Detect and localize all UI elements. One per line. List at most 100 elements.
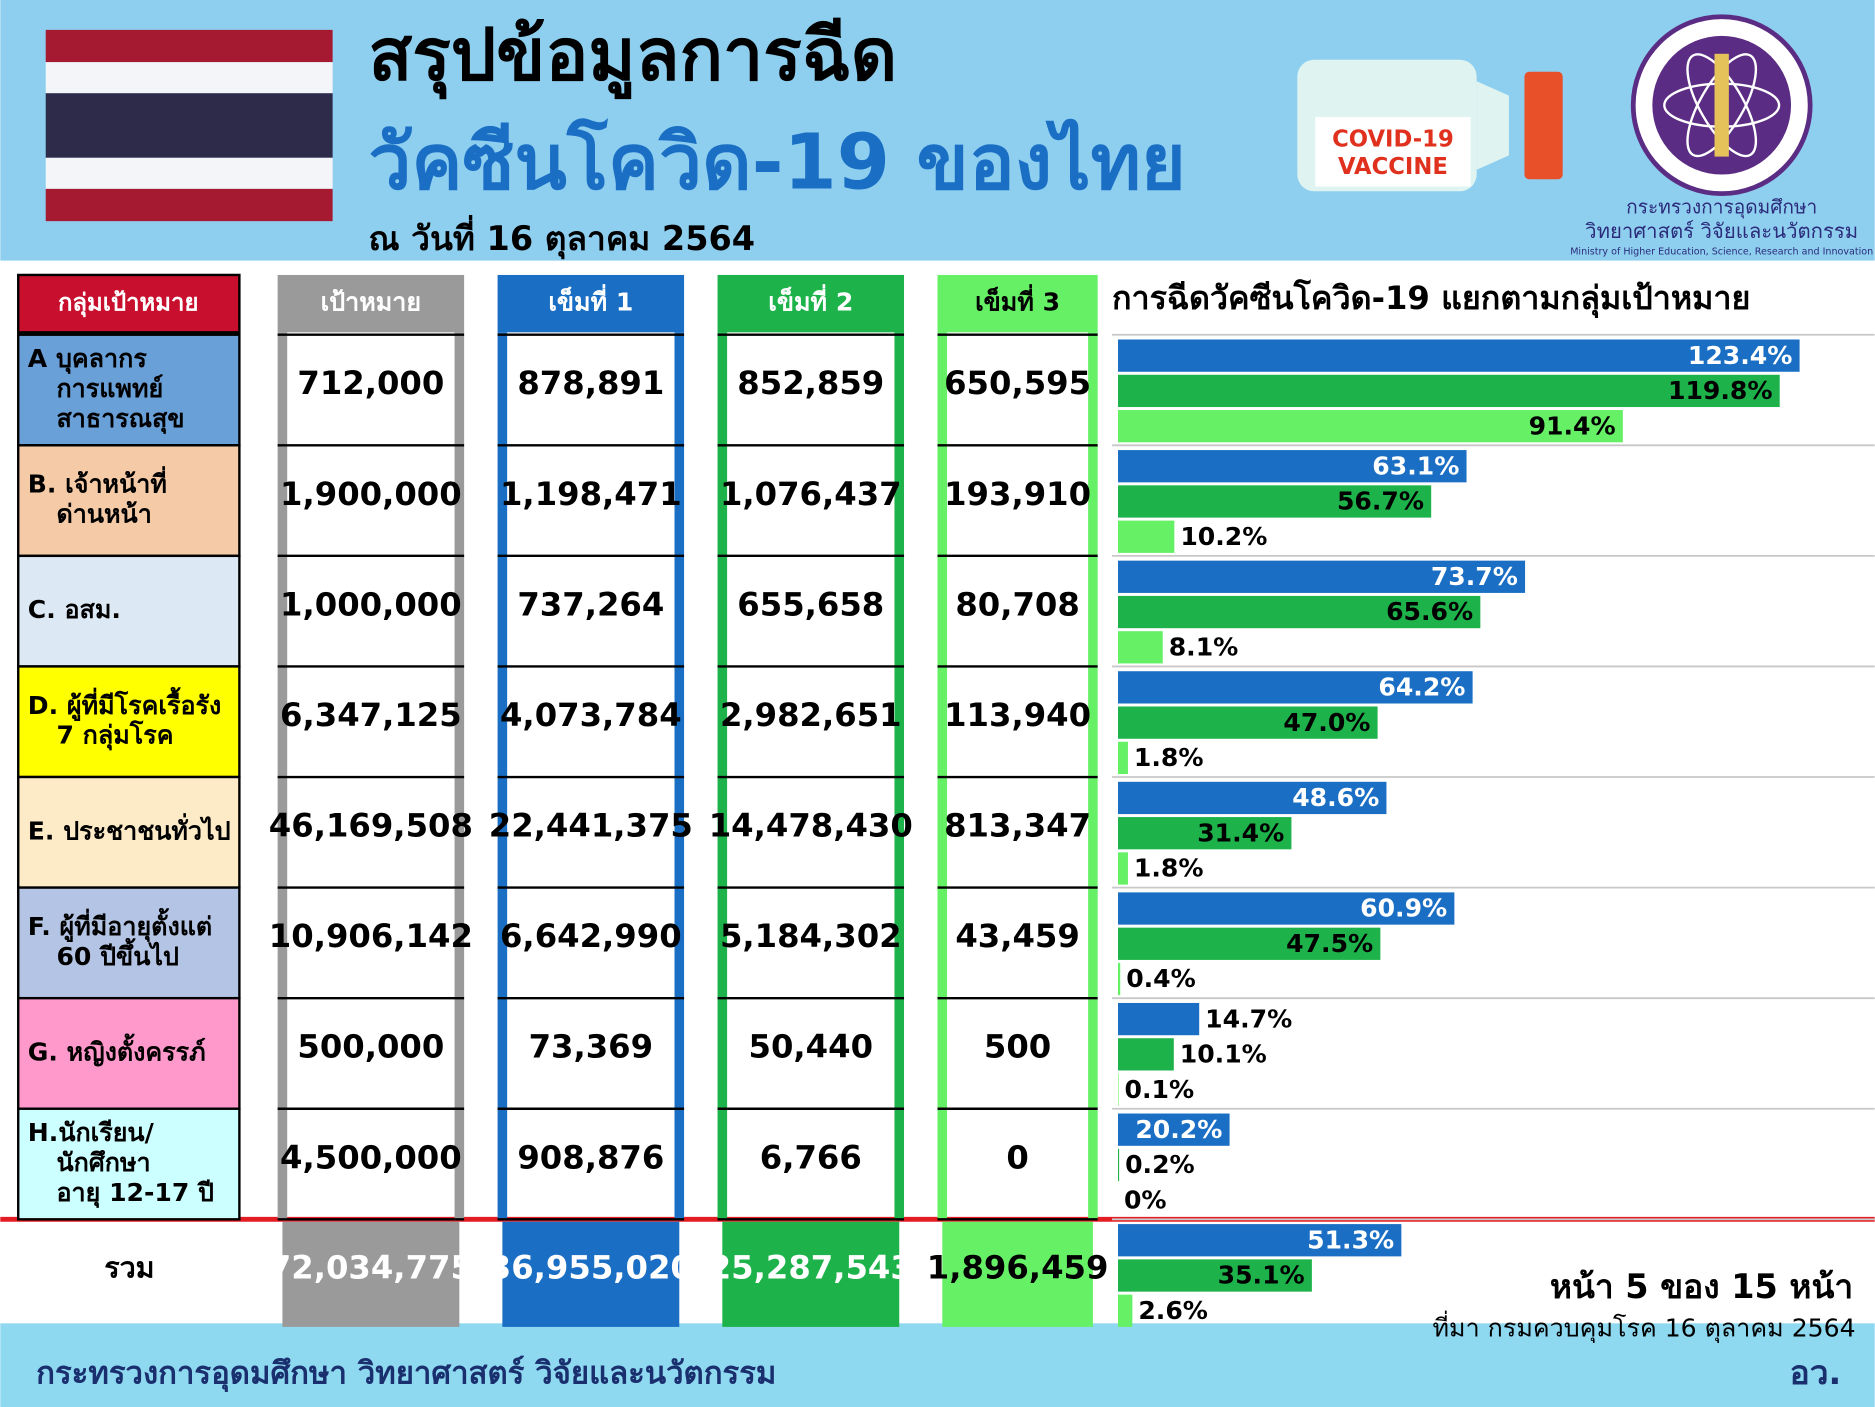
cell-value: 908,876 (517, 1138, 664, 1176)
bar (1118, 1073, 1119, 1106)
group-label: 7 กลุ่มโรค (56, 720, 173, 752)
bar-value-label: 64.2% (1378, 673, 1465, 702)
group-cell (17, 775, 241, 889)
group-cell (17, 886, 241, 1000)
cell-value: 80,708 (955, 585, 1080, 623)
group-cell (17, 1107, 241, 1221)
vaccine-label: COVID-19 (1332, 126, 1454, 152)
logo-orbit (1686, 53, 1758, 158)
page-number: หน้า 5 ของ 15 หน้า (1550, 1267, 1853, 1306)
column-border (497, 332, 508, 1220)
cell-value: 655,658 (737, 585, 884, 623)
bar (1118, 520, 1175, 553)
cell-value: 1,198,471 (500, 475, 682, 513)
bar-value-label: 10.2% (1180, 522, 1267, 551)
group-label: D. ผู้ที่มีโรคเรื้อรัง (28, 686, 221, 722)
group-label: การแพทย์ (56, 374, 163, 403)
source: ที่มา กรมควบคุมโรค 16 ตุลาคม 2564 (1433, 1310, 1856, 1343)
group-label: E. ประชาชนทั่วไป (28, 812, 231, 845)
bar (1118, 927, 1381, 960)
ministry-logo (1630, 14, 1813, 197)
bar-value-label: 51.3% (1307, 1225, 1394, 1254)
cell-value: 813,347 (944, 807, 1091, 845)
cell-value: 1,076,437 (720, 475, 902, 513)
footer-ministry: กระทรวงการอุดมศึกษา วิทยาศาสตร์ วิจัยและ… (36, 1356, 776, 1393)
ministry-name-en: Ministry of Higher Education, Science, R… (1570, 247, 1873, 258)
column-border (1088, 332, 1098, 1220)
group-label: A บุคลากร (28, 344, 148, 375)
group-label: สาธารณสุข (56, 404, 184, 435)
bar-value-label: 2.6% (1138, 1296, 1208, 1325)
ministry-name: วิทยาศาสตร์ วิจัยและนวัตกรรม (1585, 219, 1859, 243)
column-border (277, 332, 288, 1220)
column-header: เป้าหมาย (321, 288, 421, 317)
bar (1118, 374, 1780, 408)
cell-value: 193,910 (944, 475, 1091, 513)
vial-cap (1524, 71, 1563, 180)
total-cell (942, 1221, 1093, 1327)
cell-value: 22,441,375 (489, 807, 693, 845)
bar-value-label: 60.9% (1360, 894, 1447, 923)
bar (1118, 1148, 1120, 1182)
cell-value: 50,440 (749, 1028, 874, 1066)
cell-value: 43,459 (955, 917, 1080, 955)
cell-value: 650,595 (944, 364, 1091, 402)
bar (1118, 1294, 1133, 1327)
cell-value: 113,940 (944, 696, 1091, 734)
group-label: 60 ปีขึ้นไป (56, 937, 178, 971)
bar (1118, 1259, 1312, 1292)
bar-value-label: 47.5% (1286, 929, 1373, 958)
bar-value-label: 20.2% (1135, 1115, 1222, 1144)
column-header: เข็มที่ 3 (975, 284, 1060, 317)
footer-band (0, 1323, 1875, 1407)
bar (1118, 781, 1387, 815)
ministry-name: กระทรวงการอุดมศึกษา (1626, 196, 1817, 220)
thai-flag (45, 29, 333, 222)
bar-value-label: 119.8% (1668, 376, 1773, 405)
group-cell (17, 333, 241, 447)
bar-value-label: 91.4% (1529, 411, 1616, 440)
group-label: ด่านหน้า (56, 500, 151, 529)
header-cell (717, 274, 905, 333)
group-label: อายุ 12-17 ปี (56, 1178, 214, 1209)
column-border (937, 332, 948, 1220)
total-value: 36,955,020 (489, 1249, 693, 1287)
bar-value-label: 47.0% (1283, 708, 1370, 737)
bar (1118, 450, 1467, 483)
cell-value: 0 (1006, 1138, 1028, 1176)
bar (1118, 1113, 1230, 1146)
cell-value: 14,478,430 (709, 807, 913, 845)
bar (1118, 892, 1455, 925)
vaccine-label: VACCINE (1338, 154, 1448, 180)
group-label: H.นักเรียน/ (28, 1118, 155, 1147)
bar-value-label: 14.7% (1205, 1004, 1292, 1033)
cell-value: 6,766 (760, 1138, 862, 1176)
group-label: B. เจ้าหน้าที่ (28, 466, 167, 499)
bar-value-label: 0.2% (1125, 1150, 1195, 1179)
bar-value-label: 63.1% (1372, 451, 1459, 480)
column-header: เข็มที่ 2 (768, 284, 853, 317)
bar (1118, 1224, 1402, 1257)
header-cell (17, 273, 241, 334)
column-header: เข็มที่ 1 (548, 284, 633, 317)
column-header: กลุ่มเป้าหมาย (58, 289, 199, 318)
total-cell (722, 1221, 900, 1327)
bar (1118, 741, 1128, 775)
bar-value-label: 31.4% (1197, 818, 1284, 847)
total-value: 25,287,543 (709, 1249, 913, 1287)
group-label: นักศึกษา (56, 1148, 150, 1177)
bar (1118, 817, 1292, 850)
bar (1118, 560, 1526, 593)
cell-value: 4,073,784 (500, 696, 682, 734)
bar-value-label: 48.6% (1292, 783, 1379, 812)
group-label: F. ผู้ที่มีอายุตั้งแต่ (28, 907, 212, 943)
bar-value-label: 1.8% (1134, 854, 1204, 883)
cell-value: 500 (984, 1028, 1051, 1066)
bar (1118, 962, 1121, 996)
bar (1118, 410, 1623, 443)
bar (1118, 1002, 1200, 1036)
cell-value: 10,906,142 (269, 917, 473, 955)
vial-label (1315, 117, 1471, 187)
cell-value: 5,184,302 (720, 917, 902, 955)
